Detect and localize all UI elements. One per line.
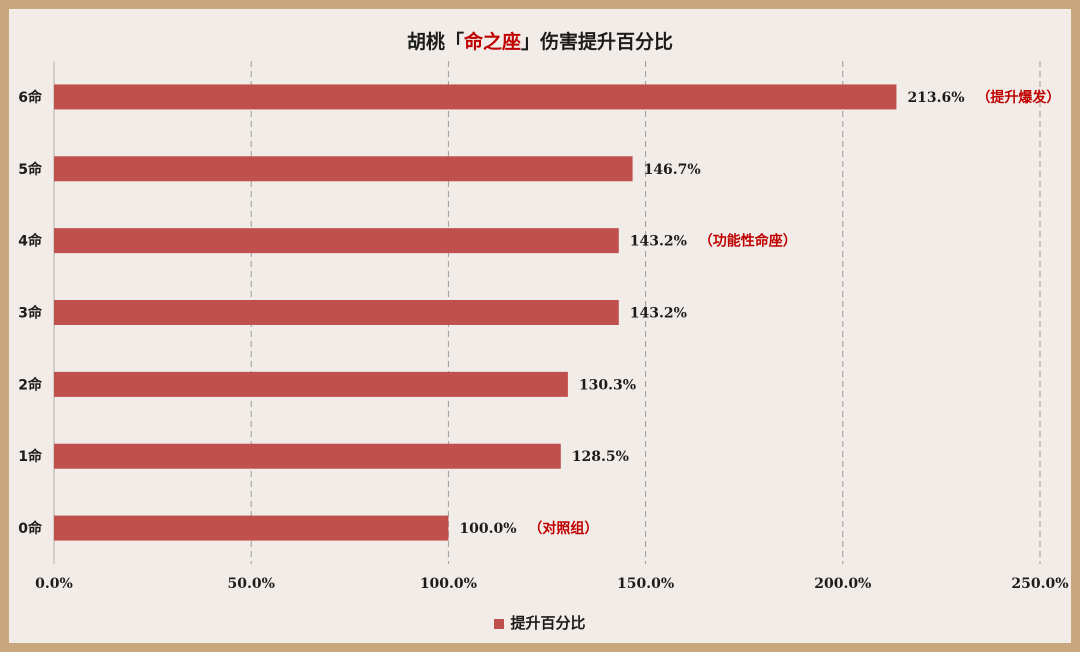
legend: 提升百分比 [9,612,1071,633]
x-tick-label: 200.0% [814,576,871,592]
value-label: 143.2% [630,234,687,250]
category-label: 3命 [18,305,43,322]
title-suffix: 」伤害提升百分比 [521,31,674,53]
category-label: 0命 [18,520,43,537]
value-label: 100.0% [459,521,516,537]
bar [54,156,633,182]
bar [54,515,449,541]
category-label: 2命 [18,376,43,393]
value-label: 213.6% [907,90,964,106]
value-label: 130.3% [579,377,636,393]
category-label: 4命 [18,233,43,250]
bar-annotation: （提升爆发） [976,89,1060,106]
x-tick-label: 150.0% [617,576,674,592]
category-label: 6命 [18,89,43,106]
category-label: 1命 [18,448,43,465]
x-tick-label: 100.0% [420,576,477,592]
value-label: 143.2% [630,306,687,322]
value-label: 146.7% [644,162,701,178]
legend-label: 提升百分比 [510,614,586,632]
bar [54,371,568,397]
bar-annotation: （对照组） [528,520,598,537]
chart-frame: 胡桃「命之座」伤害提升百分比 0.0% 50.0% 100.0% 150.0% 200.… [9,9,1071,643]
bar-chart: 0.0% 50.0% 100.0% 150.0% 200.0% 250.0% 6命 213.6… [18,61,1069,592]
bar [54,443,561,469]
bar [54,300,619,325]
legend-swatch [494,619,505,629]
title-highlight: 命之座 [463,31,521,53]
value-label: 128.5% [572,449,629,465]
x-tick-label: 50.0% [227,576,274,592]
x-tick-label: 0.0% [35,576,73,592]
x-tick-label: 250.0% [1011,576,1068,592]
bar [54,84,897,110]
bar-annotation: （功能性命座） [699,233,797,250]
chart-title: 胡桃「命之座」伤害提升百分比 [9,27,1071,54]
title-prefix: 胡桃「 [406,31,464,53]
bar [54,228,619,254]
category-label: 5命 [18,161,43,178]
